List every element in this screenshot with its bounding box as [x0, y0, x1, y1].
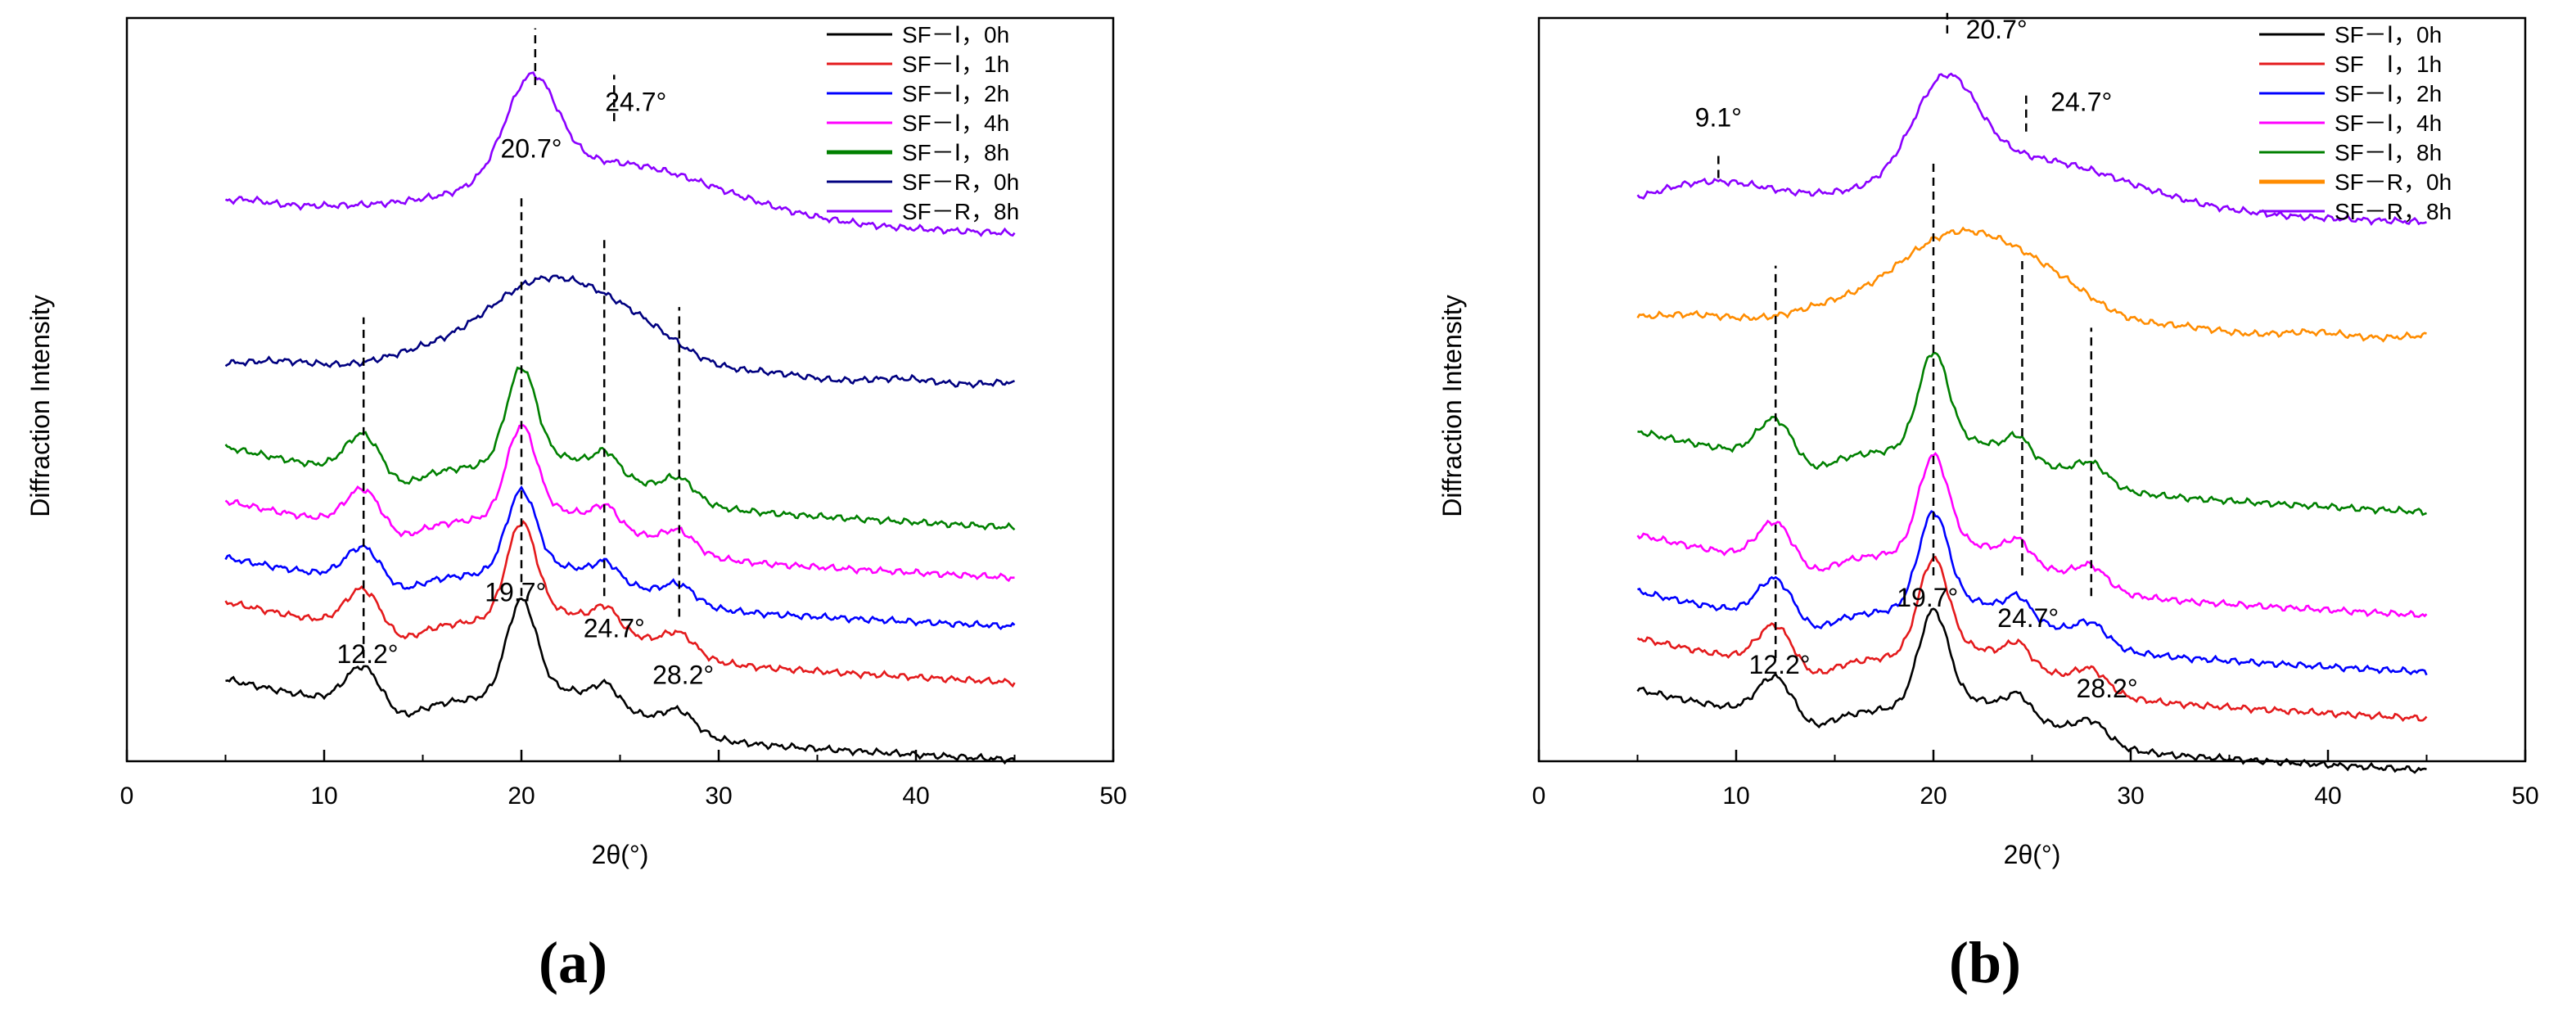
x-tick-label: 10	[1722, 783, 1749, 810]
peak-annotation: 19.7°	[1897, 583, 1958, 612]
legend-entry: SF－Ⅰ，0h	[2335, 22, 2442, 47]
x-tick-label: 30	[2117, 783, 2144, 810]
peak-annotation: 12.2°	[336, 639, 398, 669]
x-tick-label: 30	[705, 783, 732, 810]
peak-annotation: 28.2°	[2077, 674, 2138, 703]
legend-entry: SF－Ⅰ，1h	[902, 52, 1009, 77]
peak-annotation: 20.7°	[501, 133, 562, 163]
series-line-4	[224, 366, 1016, 531]
x-tick-label: 20	[508, 783, 535, 810]
x-tick-label: 10	[310, 783, 337, 810]
legend-entry: SF－Ⅰ，8h	[902, 140, 1009, 165]
y-axis-label: Diffraction Intensity	[25, 295, 55, 517]
peak-annotation: 28.2°	[652, 660, 714, 689]
x-tick-label: 0	[120, 783, 134, 810]
peak-annotation: 24.7°	[2050, 88, 2112, 117]
series-line-4	[1637, 351, 2427, 516]
series-line-3	[1636, 452, 2428, 619]
legend-entry: SF－R，8h	[902, 199, 1019, 224]
legend-entry: SF－Ⅰ，2h	[2335, 81, 2442, 106]
x-tick-label: 50	[1099, 783, 1126, 810]
legend-entry: SF－Ⅰ，2h	[902, 81, 1009, 106]
y-axis-label: Diffraction Intensity	[1437, 295, 1467, 517]
series-line-5	[224, 274, 1015, 389]
x-tick-label: 40	[2314, 783, 2341, 810]
series-line-3	[224, 424, 1015, 583]
legend-entry: SF－Ⅰ，4h	[902, 111, 1009, 136]
x-tick-label: 0	[1532, 783, 1546, 810]
legend-entry: SF－R，0h	[902, 169, 1019, 195]
peak-annotation: 19.7°	[485, 578, 546, 607]
chart-panel-a: 0 10 20 30 40 50 2θ(°) Diffraction Intensity 12.…	[25, 16, 1127, 995]
peak-annotation: 9.1°	[1695, 102, 1742, 132]
legend-entry: SF Ⅰ，1h	[2335, 52, 2442, 77]
series-line-6	[224, 71, 1016, 237]
series-line-0	[1636, 607, 2427, 774]
peak-annotation: 20.7°	[1966, 15, 2028, 44]
panel-label: (b)	[1949, 930, 2021, 995]
series-line-2	[224, 485, 1016, 630]
series-line-1	[224, 520, 1016, 688]
x-axis-label: 2θ(°)	[592, 840, 649, 869]
legend-entry: SF－Ⅰ，4h	[2335, 111, 2442, 136]
x-tick-label: 20	[1920, 783, 1947, 810]
series-line-1	[1636, 555, 2428, 723]
peak-annotation: 24.7°	[584, 614, 645, 643]
chart-panel-b: 0 10 20 30 40 50 2θ(°) Diffraction Intensity 12.…	[1437, 12, 2539, 995]
peak-annotation: 24.7°	[1997, 603, 2059, 633]
series-line-0	[225, 598, 1016, 765]
series-line-5	[1636, 226, 2427, 343]
panel-label: (a)	[539, 930, 607, 995]
legend-entry: SF－R，0h	[2335, 169, 2452, 195]
legend-entry: SF－R，8h	[2335, 199, 2452, 224]
legend-entry: SF－Ⅰ，8h	[2335, 140, 2442, 165]
x-tick-label: 50	[2511, 783, 2538, 810]
legend-entry: SF－Ⅰ，0h	[902, 22, 1009, 47]
series-line-6	[1636, 72, 2427, 226]
series-line-2	[1637, 510, 2428, 676]
peak-annotation: 24.7°	[605, 88, 666, 117]
peak-annotation: 12.2°	[1748, 650, 1810, 679]
x-tick-label: 40	[902, 783, 929, 810]
x-axis-label: 2θ(°)	[2004, 840, 2061, 869]
